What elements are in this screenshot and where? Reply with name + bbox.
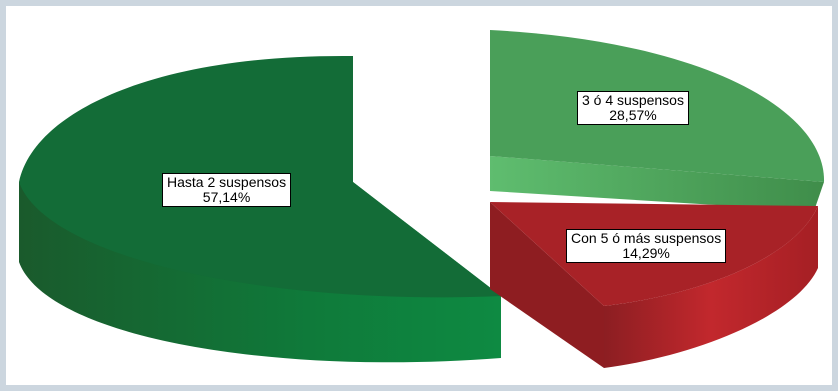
slice-percent-5-o-mas: 14,29%	[622, 245, 670, 261]
slice-name-3-o-4: 3 ó 4 suspensos	[582, 92, 684, 108]
slice-label-3-o-4: 3 ó 4 suspensos 28,57%	[577, 91, 689, 125]
pie-chart	[19, 30, 825, 368]
slice-name-hasta-2: Hasta 2 suspensos	[167, 174, 287, 190]
slice-name-5-o-mas: Con 5 ó más suspensos	[571, 230, 722, 246]
chart-frame: Hasta 2 suspensos 57,14% 3 ó 4 suspensos…	[6, 6, 832, 385]
slice-5-o-mas	[490, 202, 818, 368]
slice-percent-hasta-2: 57,14%	[202, 189, 251, 205]
slice-percent-3-o-4: 28,57%	[609, 107, 657, 123]
slice-hasta-2	[19, 55, 501, 363]
slice-label-5-o-mas: Con 5 ó más suspensos 14,29%	[566, 229, 727, 263]
slice-label-hasta-2: Hasta 2 suspensos 57,14%	[162, 173, 292, 207]
pie-slices	[19, 30, 825, 368]
